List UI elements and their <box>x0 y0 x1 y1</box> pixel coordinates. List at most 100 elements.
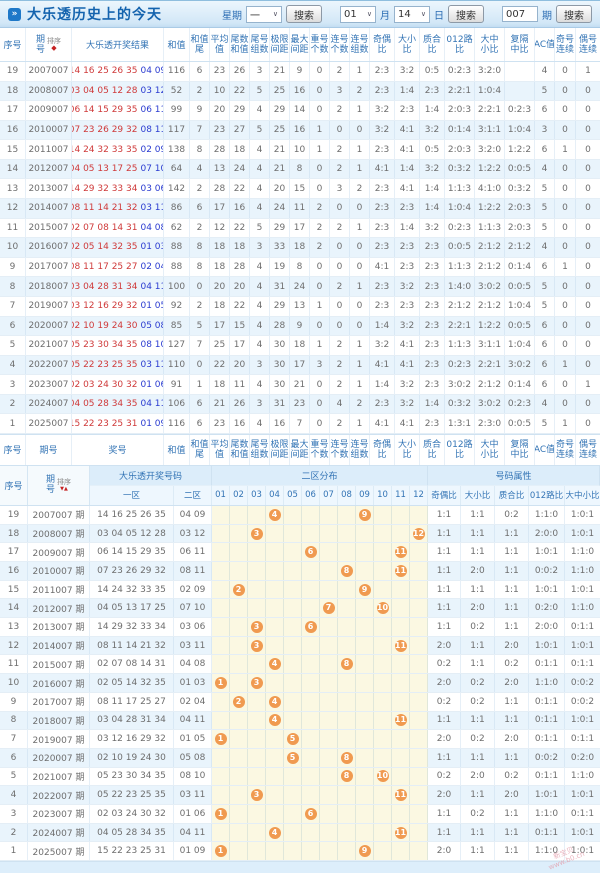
stat-cell: 0 <box>310 394 330 414</box>
lottery-ball <box>395 509 407 521</box>
table-row: 6 2020007 期 02 10 19 24 30 05 08 5 8 1:1… <box>0 748 600 768</box>
position-cell <box>356 804 374 823</box>
col-stat: 极限 间距 <box>270 434 290 465</box>
position-cell <box>338 692 356 711</box>
search-date-button[interactable]: 搜索 <box>448 5 484 23</box>
stat-cell: 2:1:2 <box>475 238 505 257</box>
stat-cell: 2:3 <box>420 336 445 355</box>
serial-cell: 1 <box>0 414 26 433</box>
sort-control[interactable]: 排序 ▼▲ <box>57 478 71 493</box>
position-cell <box>410 730 428 748</box>
stat-cell: 2:3 <box>370 179 395 199</box>
stat-cell: 1:4 <box>370 316 395 336</box>
week-select[interactable]: 一 ∨ <box>246 5 282 23</box>
numbers-group: 大乐透开奖号码 一区 二区 <box>90 465 212 505</box>
lottery-ball <box>287 789 299 801</box>
lottery-ball <box>341 640 353 652</box>
position-cell <box>212 823 230 842</box>
issue-input[interactable] <box>502 6 538 22</box>
stat-cell: 2 <box>330 414 350 433</box>
sort-control[interactable]: 排序 ◆ <box>47 37 61 52</box>
stat-cell: 2 <box>190 218 210 238</box>
position-cell <box>266 580 284 599</box>
lottery-ball <box>215 789 227 801</box>
attr-cell: 1:1:0 <box>570 547 595 558</box>
lottery-ball: 9 <box>358 508 371 521</box>
position-cell: 1 <box>212 804 230 823</box>
lottery-ball: 4 <box>268 658 281 671</box>
stat-cell: 2 <box>190 296 210 316</box>
stat-cell: 0 <box>190 277 210 296</box>
stat-cell: 4:1 <box>395 140 420 159</box>
position-cell <box>356 692 374 711</box>
history-stats-table: 序号 期号 排序 ◆ 大乐透开奖结果 和值 和值尾 平均值 尾数 和值 尾号 组数 <box>0 28 600 466</box>
lottery-ball <box>251 714 263 726</box>
lottery-ball: 7 <box>322 602 335 615</box>
stat-cell: 1:1:3 <box>445 179 475 199</box>
stat-cell: 5 <box>535 218 555 238</box>
month-select[interactable]: 01 ∨ <box>340 5 376 23</box>
col-stat: 连号 个数 <box>330 434 350 465</box>
stat-cell: 0 <box>555 120 576 140</box>
col-stat: 和值尾 <box>190 28 210 61</box>
stat-cell: 1 <box>190 375 210 394</box>
stat-cell: 20 <box>230 355 250 375</box>
issue-cell: 2021007 <box>26 336 72 355</box>
stat-cell: 1:4 <box>395 159 420 179</box>
stat-cell: 3 <box>535 120 555 140</box>
attr-cell: 2:0 <box>461 562 495 580</box>
issue-cell: 2014007 <box>26 199 72 218</box>
col-position: 07 <box>320 485 338 505</box>
attr-cell: 1:0:1 <box>570 846 595 857</box>
lottery-ball: 11 <box>394 564 407 577</box>
table-row: 18 2008007 期 03 04 05 12 28 03 12 3 12 1… <box>0 524 600 544</box>
stat-cell: 18 <box>290 336 310 355</box>
lottery-ball: 1 <box>214 807 227 820</box>
lottery-ball <box>251 509 263 521</box>
attr-cell: 1:1:0 <box>529 842 565 861</box>
col-position: 06 <box>302 485 320 505</box>
title-bar: » 大乐透历史上的今天 星期 一∨ 搜索 01∨ 月 14∨ 日 搜索 期 搜索 <box>0 0 600 28</box>
front-zone-numbers: 04 05 28 34 35 <box>72 399 138 410</box>
position-cell <box>356 524 374 543</box>
lottery-ball <box>359 827 371 839</box>
serial-cell: 15 <box>0 580 28 599</box>
zone1-numbers-cell: 14 16 25 26 35 <box>90 505 174 524</box>
stat-cell: 4 <box>330 394 350 414</box>
lottery-ball <box>305 845 317 857</box>
lottery-ball: 9 <box>358 583 371 596</box>
search-week-button[interactable]: 搜索 <box>286 5 322 23</box>
stat-cell: 3:2:0 <box>475 140 505 159</box>
position-cell <box>266 786 284 804</box>
stat-cell: 4 <box>250 336 270 355</box>
zone1-numbers-cell: 14 29 32 33 34 <box>90 618 174 636</box>
attr-cell: 0:1:1 <box>529 767 565 786</box>
issue-cell: 2020007 <box>26 316 72 336</box>
stat-cell: 25 <box>270 120 290 140</box>
col-stat: 连号 组数 <box>350 28 370 61</box>
attr-cell: 1:1 <box>495 692 529 711</box>
search-issue-button[interactable]: 搜索 <box>556 5 592 23</box>
stat-cell: 2:3 <box>420 355 445 375</box>
issue-cell: 2023007 <box>26 375 72 394</box>
lottery-ball <box>215 696 227 708</box>
position-cell <box>374 618 392 636</box>
stat-cell: 0:0:5 <box>445 238 475 257</box>
day-select[interactable]: 14 ∨ <box>394 5 430 23</box>
position-cell <box>320 505 338 524</box>
lottery-ball <box>269 640 281 652</box>
stat-cell: 5 <box>250 81 270 101</box>
stat-cell: 0:2:3 <box>445 355 475 375</box>
stat-cell: 0 <box>555 62 576 81</box>
position-cell <box>266 748 284 767</box>
position-cell <box>212 692 230 711</box>
stat-cell: 4:1 <box>395 120 420 140</box>
attr-cell: 1:1:0 <box>570 565 595 576</box>
serial-cell: 19 <box>0 505 28 524</box>
stat-cell: 18 <box>210 375 230 394</box>
stat-cell: 5 <box>190 316 210 336</box>
stat-cell: 1 <box>310 120 330 140</box>
stat-cell: 2:1:2 <box>475 375 505 394</box>
back-zone-numbers: 05 08 <box>140 320 164 331</box>
col-stat: 重号 个数 <box>310 28 330 61</box>
